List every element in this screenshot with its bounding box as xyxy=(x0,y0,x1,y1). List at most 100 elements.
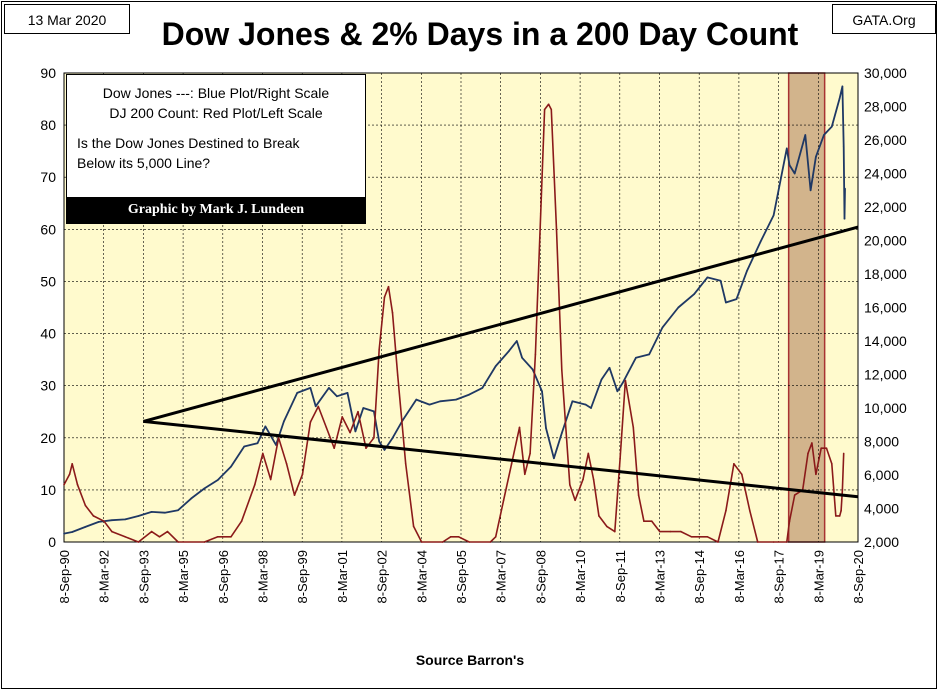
count-point xyxy=(793,494,796,496)
dow-point xyxy=(230,465,232,468)
count-point xyxy=(518,426,521,429)
count-point xyxy=(547,103,550,106)
dow-point xyxy=(725,301,727,304)
count-point xyxy=(262,452,264,455)
dow-point xyxy=(693,293,695,295)
count-point xyxy=(494,536,497,538)
chart-title: Dow Jones & 2% Days in a 200 Day Count xyxy=(161,16,799,52)
count-point xyxy=(772,541,775,543)
count-point xyxy=(733,463,735,465)
dow-point xyxy=(786,147,788,150)
legend-box: Dow Jones ---: Blue Plot/Right Scale DJ … xyxy=(66,74,366,224)
count-point xyxy=(92,515,95,517)
count-point xyxy=(76,483,79,486)
dow-point xyxy=(661,326,664,329)
dow-point xyxy=(590,407,592,409)
count-point xyxy=(325,426,328,429)
dow-point xyxy=(648,353,650,356)
count-point xyxy=(84,504,87,507)
dow-point xyxy=(494,365,497,367)
count-point xyxy=(669,530,672,533)
dow-point xyxy=(804,134,807,136)
count-point xyxy=(137,541,140,543)
left-tick-label: 50 xyxy=(40,273,56,289)
count-point xyxy=(842,452,845,455)
count-point xyxy=(217,536,219,538)
dow-point xyxy=(571,400,574,403)
count-point xyxy=(391,311,394,314)
dow-point xyxy=(677,306,680,309)
left-tick-label: 30 xyxy=(40,378,56,394)
count-point xyxy=(404,463,407,465)
count-point xyxy=(373,437,375,439)
count-point xyxy=(166,530,169,533)
count-point xyxy=(569,483,571,486)
dow-point xyxy=(354,430,357,433)
dow-point xyxy=(71,531,73,533)
x-tick-label: 8-Sep-93 xyxy=(136,550,151,603)
count-point xyxy=(725,509,727,512)
dow-point xyxy=(545,427,547,429)
count-point xyxy=(158,536,161,538)
count-point xyxy=(606,525,608,528)
count-point xyxy=(349,431,351,434)
count-point xyxy=(203,541,206,543)
count-point xyxy=(510,463,513,465)
count-point xyxy=(441,541,444,543)
x-tick-label: 8-Mar-98 xyxy=(256,550,271,603)
count-point xyxy=(489,541,492,543)
count-point xyxy=(811,442,813,444)
left-tick-label: 20 xyxy=(40,430,56,446)
dow-point xyxy=(516,340,518,342)
dow-point xyxy=(84,526,87,528)
count-point xyxy=(240,520,243,522)
count-point xyxy=(835,515,837,517)
dow-point xyxy=(283,420,285,423)
right-tick-label: 12,000 xyxy=(864,367,907,383)
dow-point xyxy=(391,437,394,439)
count-point xyxy=(598,515,600,517)
count-point xyxy=(124,536,126,538)
dow-point xyxy=(243,445,245,448)
count-point xyxy=(807,452,809,455)
count-point xyxy=(317,405,320,408)
x-tick-label: 8-Mar-07 xyxy=(494,550,509,603)
dow-point xyxy=(759,241,762,243)
dow-point xyxy=(63,532,65,535)
count-point xyxy=(534,353,537,356)
legend-question-line1: Is the Dow Jones Destined to Break xyxy=(77,135,300,151)
dow-point xyxy=(373,410,375,413)
dow-point xyxy=(336,395,338,398)
dow-point xyxy=(608,367,611,369)
x-tick-label: 8-Sep-96 xyxy=(216,550,231,603)
dow-point xyxy=(378,440,381,443)
dow-point xyxy=(150,511,153,513)
count-point xyxy=(825,447,828,450)
count-point xyxy=(524,473,526,476)
count-point xyxy=(582,478,584,481)
x-tick-label: 8-Mar-16 xyxy=(732,550,747,603)
dow-point xyxy=(838,97,841,99)
count-point xyxy=(285,463,288,465)
count-point xyxy=(68,473,71,476)
dow-point xyxy=(843,217,846,220)
x-tick-label: 8-Mar-10 xyxy=(573,550,588,603)
count-point xyxy=(741,473,743,476)
count-point xyxy=(680,530,682,533)
dow-point xyxy=(706,276,709,279)
dow-point xyxy=(508,350,510,352)
dow-point xyxy=(124,518,126,521)
count-point xyxy=(820,447,822,450)
count-point xyxy=(387,285,390,288)
plot-border xyxy=(63,72,859,543)
dow-point xyxy=(719,279,722,282)
dow-point xyxy=(328,387,330,389)
dow-point xyxy=(97,521,100,523)
count-point xyxy=(71,463,73,465)
right-tick-label: 22,000 xyxy=(864,199,907,215)
dow-point xyxy=(841,85,844,88)
count-point xyxy=(529,452,531,455)
count-point xyxy=(555,228,558,231)
left-tick-label: 90 xyxy=(40,65,56,81)
dow-point xyxy=(264,425,267,428)
